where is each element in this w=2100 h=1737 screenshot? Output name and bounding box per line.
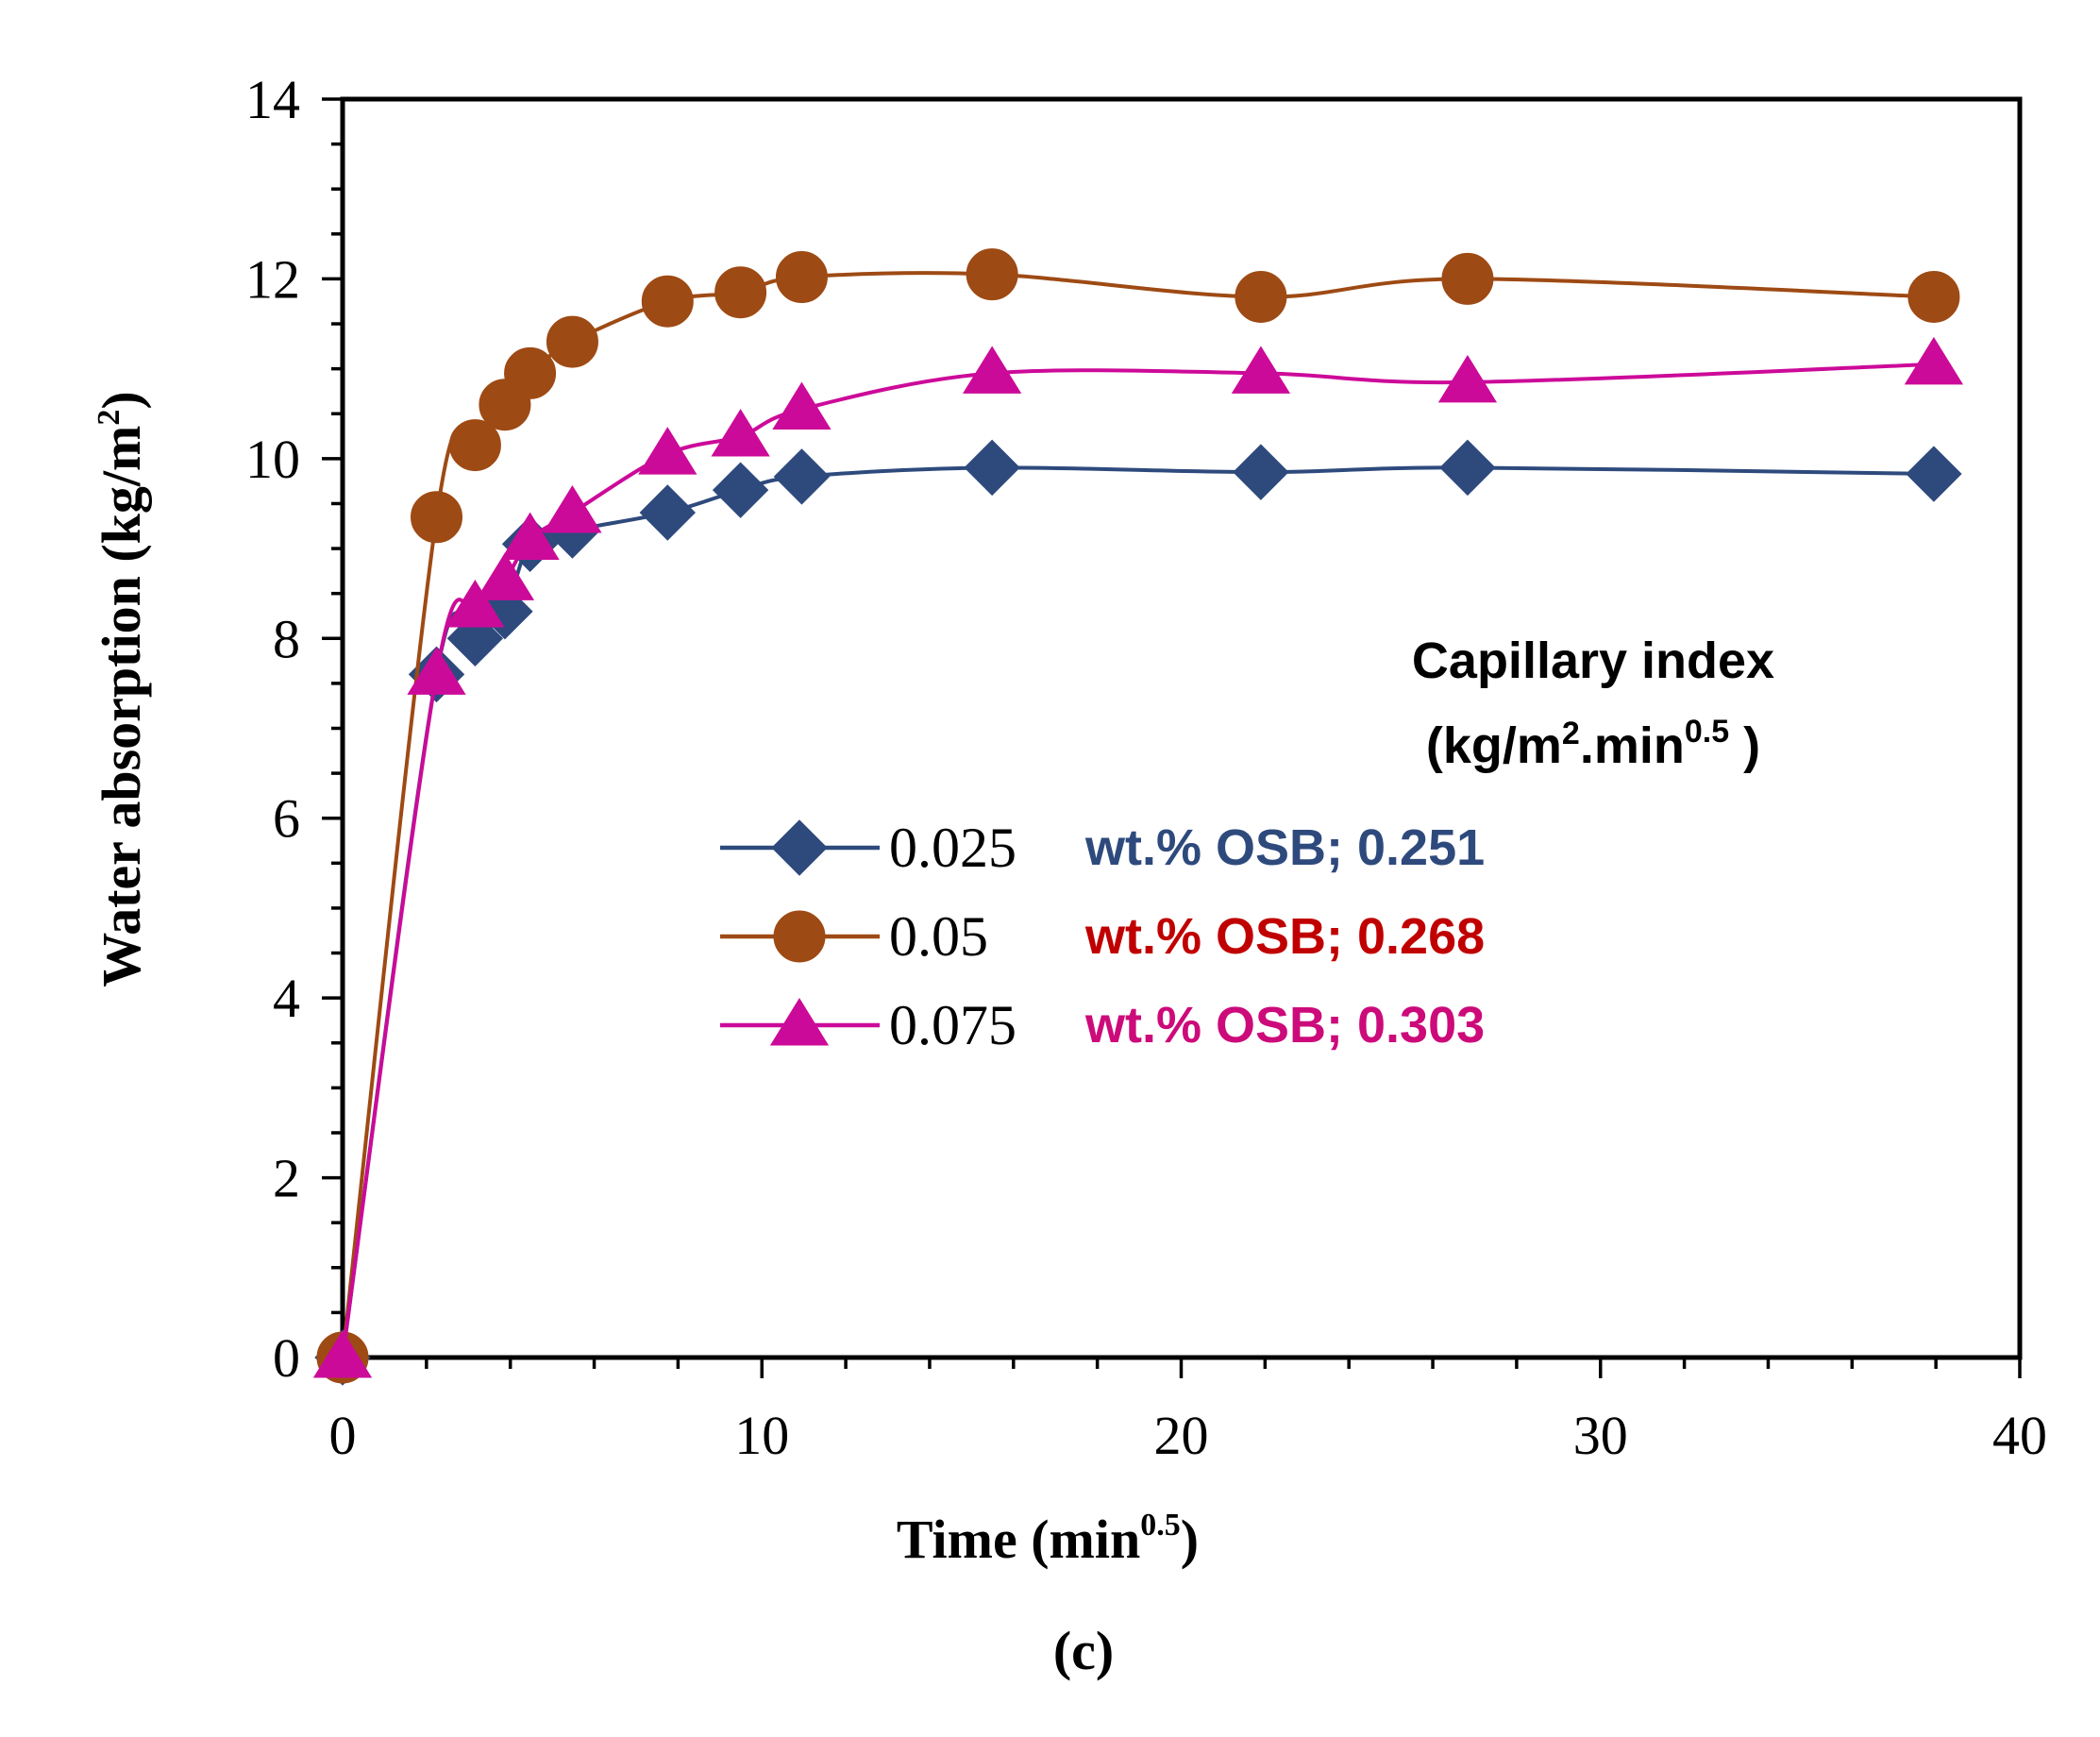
triangle-marker-0.075 (711, 409, 770, 457)
y-tick-label: 10 (245, 429, 300, 490)
x-tick-label: 0 (329, 1405, 357, 1466)
triangle-marker-0.075 (1904, 336, 1964, 385)
capillary-index-unit: (kg/m2.min0.5 ) (1426, 714, 1760, 774)
triangle-marker-0.075 (543, 485, 602, 533)
series-line-0.075 (341, 362, 1935, 1358)
y-tick-label: 2 (273, 1148, 300, 1209)
circle-marker-0.05 (1441, 252, 1494, 305)
series-0.05 (316, 248, 1960, 1384)
y-tick-label: 12 (245, 248, 300, 310)
x-axis-title: Time (min0.5) (897, 1508, 1199, 1570)
x-tick-label: 40 (1992, 1405, 2047, 1466)
legend-diamond-icon (771, 819, 828, 876)
circle-marker-0.05 (1907, 270, 1960, 323)
capillary-index-value: wt.% OSB; 0.303 (1084, 997, 1485, 1054)
diamond-marker-0.025 (1439, 439, 1496, 497)
legend-item-0.075: 0.075 wt.% OSB; 0.303 (720, 994, 1485, 1056)
legend-item-0.025: 0.025 wt.% OSB; 0.251 (720, 817, 1485, 879)
diamond-marker-0.025 (1906, 446, 1962, 502)
triangle-marker-0.075 (1437, 354, 1498, 403)
y-axis-title-close: ) (91, 391, 152, 409)
capillary-index-title: Capillary index (1412, 632, 1774, 689)
x-axis-title-close: ) (1181, 1509, 1199, 1570)
circle-marker-0.05 (504, 346, 557, 399)
capillary-index-value: wt.% OSB; 0.268 (1084, 908, 1485, 965)
circle-marker-0.05 (1235, 270, 1287, 323)
triangle-marker-0.075 (407, 647, 466, 695)
x-tick-label: 20 (1154, 1405, 1209, 1466)
series-line-0.05 (341, 271, 1935, 1358)
y-tick-label: 0 (273, 1327, 300, 1389)
circle-marker-0.05 (775, 251, 828, 304)
triangle-marker-0.075 (312, 1330, 373, 1378)
y-tick-label: 14 (245, 69, 300, 130)
diamond-marker-0.025 (639, 484, 697, 541)
triangle-marker-0.075 (772, 381, 832, 430)
triangle-marker-0.075 (638, 427, 697, 475)
y-axis-title-sup: 2 (92, 410, 126, 426)
x-axis-title-main: Time (min (897, 1509, 1140, 1570)
capillary-unit-sup2: 0.5 (1685, 714, 1729, 750)
circle-marker-0.05 (714, 266, 767, 319)
diamond-marker-0.025 (773, 448, 831, 505)
y-axis-title-main: Water absorption (kg/m (91, 426, 152, 987)
capillary-unit-close: ) (1729, 717, 1760, 774)
triangle-marker-0.075 (963, 346, 1022, 394)
legend-label: 0.075 (889, 994, 1016, 1056)
legend-circle-icon (773, 910, 826, 963)
diamond-marker-0.025 (712, 462, 769, 518)
x-tick-label: 30 (1573, 1405, 1628, 1466)
circle-marker-0.05 (411, 491, 463, 544)
y-axis-title: Water absorption (kg/m2) (91, 391, 152, 987)
figure-caption: (c) (1053, 1620, 1114, 1681)
y-tick-label: 4 (273, 968, 300, 1029)
triangle-marker-0.075 (1231, 346, 1291, 394)
triangle-marker-0.075 (445, 580, 505, 628)
capillary-unit-mid: .min (1580, 717, 1685, 774)
triangle-marker-0.075 (500, 512, 560, 561)
circle-marker-0.05 (966, 248, 1018, 301)
y-tick-label: 6 (273, 788, 300, 850)
x-axis-title-sup: 0.5 (1140, 1508, 1181, 1543)
circle-marker-0.05 (546, 315, 598, 368)
triangle-marker-0.075 (475, 552, 535, 600)
circle-marker-0.05 (641, 275, 694, 328)
series-0.075 (312, 336, 1964, 1378)
y-tick-label: 8 (273, 608, 300, 669)
legend-label: 0.05 (889, 905, 988, 968)
x-tick-label: 10 (734, 1405, 789, 1466)
series-layer (312, 248, 1964, 1386)
legend-item-0.05: 0.05 wt.% OSB; 0.268 (720, 905, 1485, 968)
axis-ticks: 0 2 4 6 8 10 12 14 0 10 20 30 40 (245, 69, 2047, 1466)
capillary-unit-open: (kg/m (1426, 717, 1562, 774)
capillary-index-value: wt.% OSB; 0.251 (1084, 819, 1485, 876)
circle-marker-0.05 (448, 419, 501, 472)
diamond-marker-0.025 (964, 439, 1020, 497)
diamond-marker-0.025 (1233, 444, 1289, 500)
legend-label: 0.025 (889, 817, 1016, 879)
legend-triangle-icon (769, 998, 830, 1046)
capillary-unit-sup1: 2 (1562, 716, 1580, 751)
